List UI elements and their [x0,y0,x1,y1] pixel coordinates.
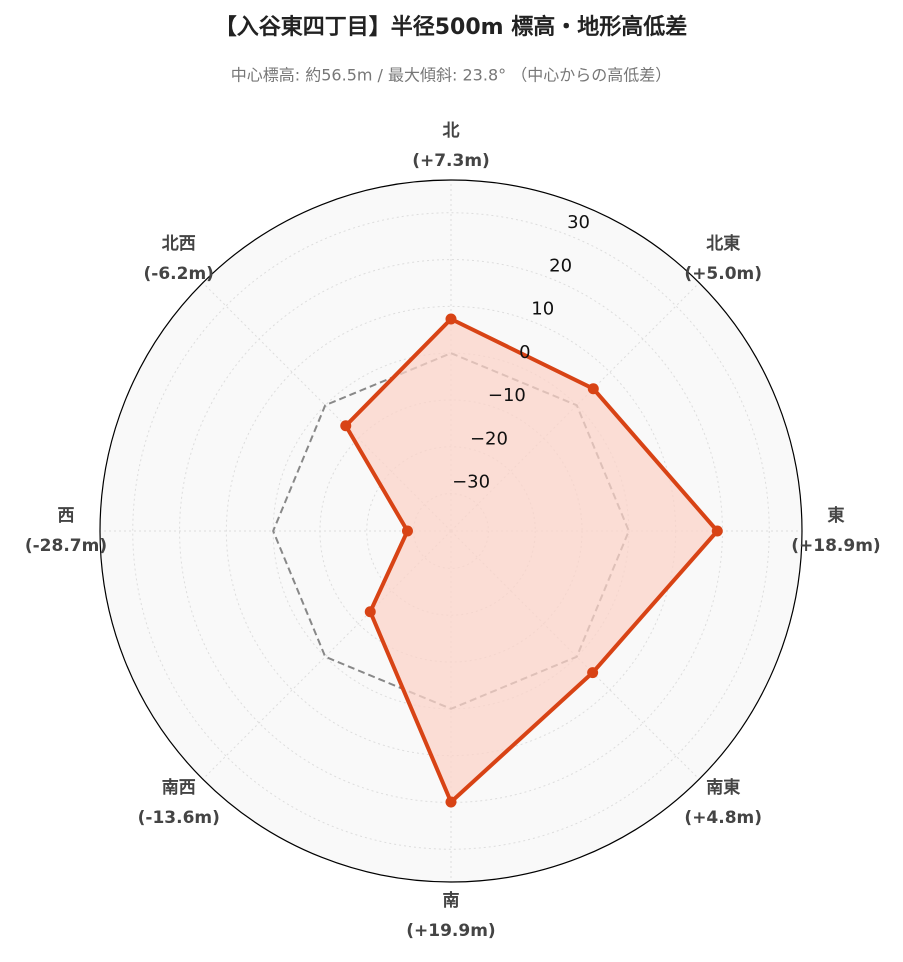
category-label: 西 [58,506,75,526]
value-label: (-13.6m) [138,808,220,828]
value-label: (+19.9m) [406,921,495,941]
data-point [401,525,413,537]
value-label: (+7.3m) [412,151,490,171]
grid-circle [132,212,770,850]
plot-border [99,179,803,883]
category-label: 南西 [162,777,196,798]
category-label: 南 [443,890,460,911]
value-label: (+18.9m) [791,536,880,556]
value-label: (-6.2m) [144,264,214,284]
category-label: 東 [828,505,845,526]
r-tick-label: −20 [470,428,508,449]
category-label: 北 [443,121,460,141]
value-label: (+4.8m) [684,808,762,828]
data-point [445,796,457,808]
grid-spoke [202,282,452,532]
data-point [340,420,352,432]
r-tick-label: −30 [452,472,490,493]
data-point [711,525,723,537]
r-tick-label: −10 [488,385,526,406]
value-label: (-28.7m) [25,536,107,556]
data-point [587,383,599,395]
data-point [587,667,599,679]
category-label: 北西 [162,234,196,254]
r-tick-label: 30 [567,212,590,233]
r-tick-label: 10 [531,299,554,320]
chart-subtitle: 中心標高: 約56.5m / 最大傾斜: 23.8° （中心からの高低差） [231,66,671,85]
r-tick-label: 0 [519,342,530,363]
grid-spoke [202,530,452,780]
value-label: (+5.0m) [684,264,762,284]
data-point [364,606,376,618]
category-label: 南東 [706,777,740,798]
r-tick-label: 20 [549,255,572,276]
category-label: 北東 [706,233,740,254]
chart-title: 【入谷東四丁目】半径500m 標高・地形高低差 [215,14,688,40]
data-point [445,313,457,325]
